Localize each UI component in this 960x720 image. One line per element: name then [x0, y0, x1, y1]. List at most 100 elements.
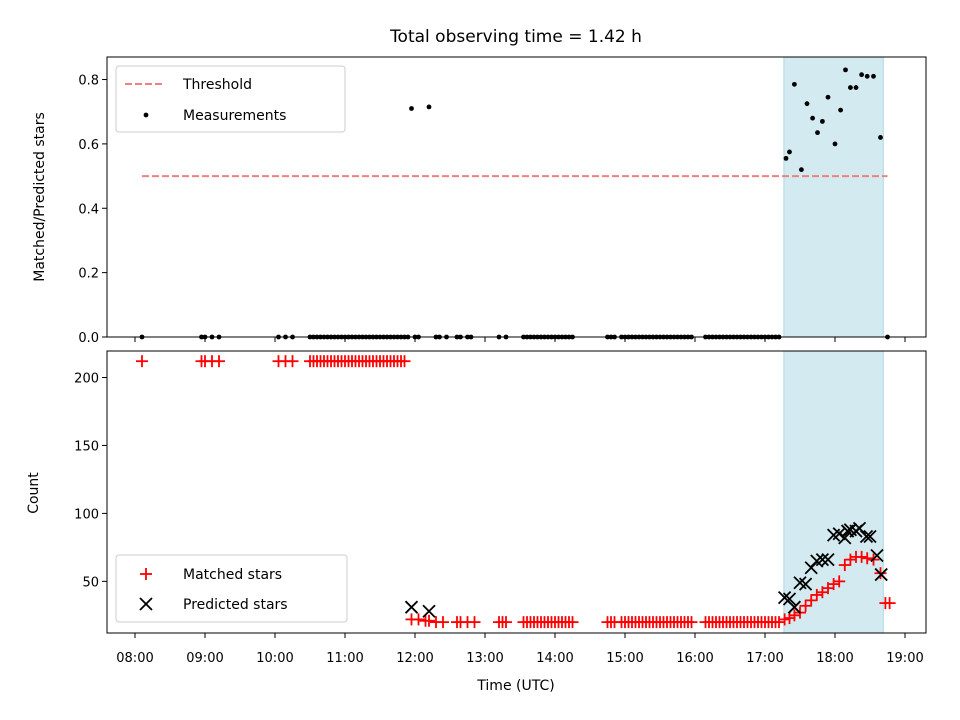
measurement-point: [799, 167, 804, 173]
top-legend-box: [115, 65, 346, 133]
measurement-point: [815, 130, 820, 136]
x-axis-label: Time (UTC): [476, 678, 554, 694]
measurement-point: [859, 72, 864, 78]
matched-star-point: [468, 616, 481, 629]
legend-predicted-label: Predicted stars: [183, 597, 288, 613]
matched-star-point: [810, 588, 823, 601]
measurement-point: [792, 81, 797, 87]
top-y-tick-label: 0.0: [78, 331, 99, 346]
measurement-point: [853, 85, 859, 90]
matched-star-point: [286, 355, 299, 368]
measurement-point: [409, 106, 414, 111]
top-y-tick-label: 0.4: [78, 202, 99, 217]
predicted-star-point: [782, 592, 797, 606]
matched-star-point: [437, 616, 449, 629]
measurement-point: [804, 101, 810, 107]
bottom-y-axis-label: Count: [26, 472, 42, 514]
matched-star-point: [844, 553, 857, 566]
measurement-point: [787, 149, 792, 155]
top-shaded-window: [783, 57, 884, 337]
measurement-point: [825, 94, 831, 100]
matched-star-point: [799, 599, 812, 612]
matched-star-point: [685, 616, 698, 629]
matched-star-point: [833, 575, 846, 588]
legend-matched-swatch: [140, 568, 152, 580]
bottom-plot-marks: [136, 355, 896, 629]
measurement-point: [848, 85, 853, 90]
predicted-star-point: [798, 577, 813, 591]
bottom-legend: Matched stars Predicted stars: [115, 554, 348, 623]
measurement-point: [843, 67, 848, 73]
x-tick-label: 12:00: [396, 651, 433, 666]
matched-star-point: [423, 614, 435, 627]
top-x-ticks: [134, 337, 906, 342]
matched-star-point: [805, 594, 818, 607]
x-tick-label: 08:00: [116, 651, 153, 666]
bottom-y-tick-label: 200: [74, 372, 99, 387]
legend-predicted-swatch: [139, 597, 153, 611]
bottom-y-axis: 50 100 150 200: [74, 372, 107, 590]
measurement-point: [864, 73, 870, 79]
predicted-star-point: [832, 527, 846, 541]
predicted-star-point: [821, 552, 835, 567]
predicted-star-point: [422, 604, 436, 618]
top-y-tick-label: 0.6: [78, 138, 99, 153]
measurement-point: [871, 73, 876, 79]
bottom-y-tick-label: 150: [74, 439, 99, 454]
matched-star-point: [788, 609, 801, 622]
predicted-star-point: [815, 552, 830, 567]
matched-star-point: [213, 355, 225, 368]
measurement-point: [426, 104, 432, 110]
x-tick-label: 16:00: [676, 651, 713, 666]
matched-star-point: [883, 597, 896, 610]
top-legend: Threshold Measurements: [115, 65, 346, 133]
x-tick-label: 11:00: [326, 651, 363, 666]
bottom-panel: 50 100 150 200 08:00 09:00 10:00 11:00 12:00 13:…: [26, 350, 927, 694]
x-tick-label: 13:00: [466, 651, 503, 666]
predicted-star-point: [838, 531, 852, 545]
predicted-star-point: [870, 548, 884, 563]
top-y-tick-label: 0.8: [78, 74, 99, 89]
x-tick-label: 09:00: [186, 651, 223, 666]
measurement-point: [783, 155, 789, 161]
matched-star-point: [412, 613, 425, 626]
x-tick-label: 19:00: [886, 651, 923, 666]
x-tick-label: 15:00: [606, 651, 643, 666]
predicted-star-point: [863, 529, 877, 544]
legend-matched-label: Matched stars: [183, 567, 282, 583]
measurement-point: [832, 141, 838, 147]
predicted-star-point: [787, 600, 802, 614]
x-tick-label: 14:00: [536, 651, 573, 666]
top-axes-frame: [106, 56, 927, 338]
top-y-axis-label: Matched/Predicted stars: [32, 112, 48, 282]
measurement-point: [838, 107, 843, 113]
bottom-axes-frame: [106, 350, 927, 634]
x-tick-label: 10:00: [256, 651, 293, 666]
matched-star-point: [136, 355, 148, 368]
chart-title: Total observing time = 1.42 h: [389, 27, 642, 47]
bottom-y-tick-label: 50: [82, 575, 99, 590]
predicted-star-point: [404, 600, 419, 614]
top-y-tick-label: 0.2: [78, 267, 99, 282]
matched-star-point: [773, 616, 785, 629]
predicted-star-point: [874, 567, 888, 582]
measurement-point: [810, 115, 815, 121]
top-panel: 0.00.20.40.60.8 Matched/Predicted stars …: [32, 56, 927, 346]
legend-measurements-swatch: [143, 112, 149, 118]
bottom-shaded-window: [783, 351, 884, 633]
legend-measurements-label: Measurements: [183, 108, 286, 124]
matched-star-point: [827, 578, 840, 591]
measurement-point: [820, 118, 825, 124]
matched-star-point: [855, 550, 868, 563]
x-tick-label: 18:00: [816, 651, 853, 666]
matched-star-point: [861, 552, 874, 565]
predicted-star-point: [859, 529, 874, 544]
matched-star-point: [500, 616, 512, 629]
top-y-axis: 0.0 0.2 0.4 0.6 0.8: [78, 74, 107, 346]
measurement-point: [878, 135, 883, 140]
matched-star-point: [398, 355, 411, 368]
x-tick-label: 17:00: [746, 651, 783, 666]
matched-star-point: [566, 616, 579, 629]
bottom-legend-box: [115, 554, 348, 623]
